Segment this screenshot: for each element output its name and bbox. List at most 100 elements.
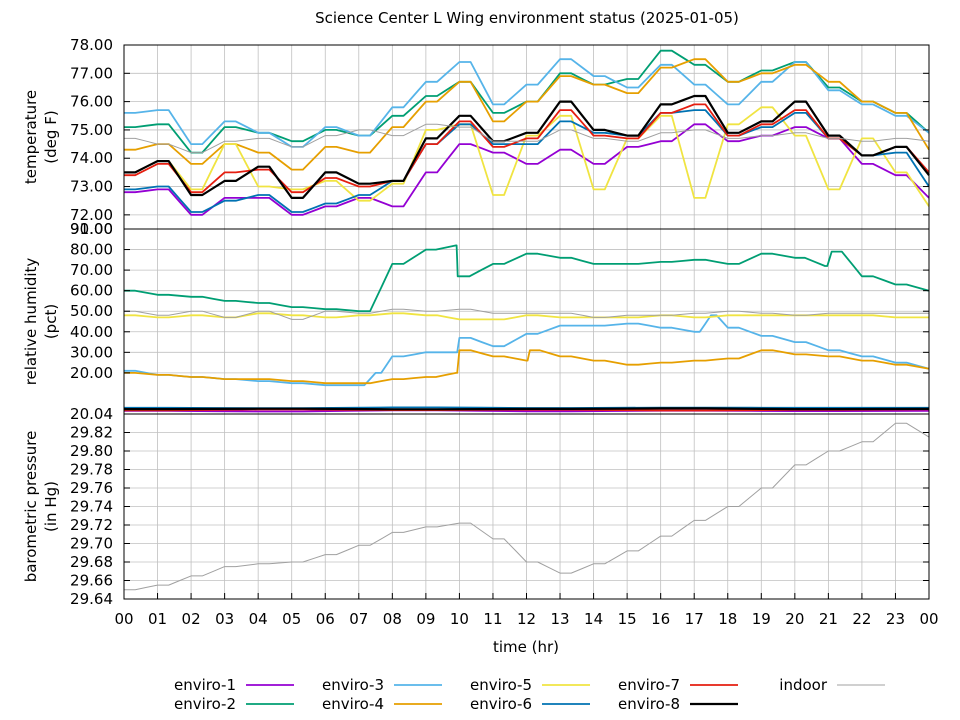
- x-tick-label: 19: [752, 610, 771, 628]
- x-tick-label: 16: [651, 610, 670, 628]
- x-tick-label: 03: [215, 610, 234, 628]
- y-tick-label: 77.00: [70, 64, 113, 82]
- chart-title: Science Center L Wing environment status…: [315, 9, 739, 27]
- legend-label: indoor: [779, 676, 828, 694]
- x-tick-label: 15: [618, 610, 637, 628]
- series-line-temperature-enviro-8: [124, 94, 930, 199]
- x-tick-label: 06: [316, 610, 335, 628]
- y-tick-label: 29.82: [70, 424, 113, 442]
- legend-label: enviro-5: [470, 676, 532, 694]
- series-line-temperature-enviro-4: [124, 58, 930, 171]
- series-line-temperature-enviro-5: [124, 106, 930, 207]
- y-axis-label-line1: relative humidity: [22, 258, 40, 386]
- y-tick-label: 29.70: [70, 535, 113, 553]
- legend-item-enviro-3: enviro-3: [322, 676, 442, 694]
- legend-item-enviro-1: enviro-1: [174, 676, 294, 694]
- legend-label: enviro-7: [618, 676, 680, 694]
- series-line-temperature-enviro-7: [124, 103, 930, 194]
- y-tick-label: 29.74: [70, 498, 113, 516]
- x-tick-label: 12: [517, 610, 536, 628]
- y-tick-label: 70.00: [70, 261, 113, 279]
- series-line-temperature-enviro-6: [124, 109, 930, 213]
- series-line-temperature-enviro-1: [124, 123, 930, 216]
- y-tick-label: 76.00: [70, 93, 113, 111]
- series-line-temperature-indoor: [124, 123, 930, 154]
- legend-item-enviro-8: enviro-8: [618, 695, 738, 713]
- x-tick-label: 18: [718, 610, 737, 628]
- series-group-temperature: [124, 49, 930, 216]
- legend-item-enviro-5: enviro-5: [470, 676, 590, 694]
- series-line-humidity-indoor: [124, 308, 929, 320]
- y-tick-label: 20.00: [70, 364, 113, 382]
- legend-label: enviro-1: [174, 676, 236, 694]
- grid-humidity: [124, 228, 929, 414]
- legend-label: enviro-8: [618, 695, 680, 713]
- y-axis-label-line2: (in Hg): [42, 481, 60, 532]
- y-axis-label-temperature: temperature (deg F): [22, 90, 60, 184]
- legend-label: enviro-2: [174, 695, 236, 713]
- y-tick-label: 72.00: [70, 206, 113, 224]
- y-tick-label: 40.00: [70, 323, 113, 341]
- x-tick-label: 13: [550, 610, 569, 628]
- y-tick-label: 73.00: [70, 178, 113, 196]
- y-tick-labels-humidity: 20.00 30.00 40.00 50.00 60.00 70.00 80.00 90.00…: [70, 220, 929, 423]
- x-tick-label: 05: [282, 610, 301, 628]
- y-tick-label: 75.00: [70, 121, 113, 139]
- series-group-pressure: [124, 422, 930, 591]
- grid-pressure: [124, 414, 929, 600]
- x-tick-label: 20: [785, 610, 804, 628]
- x-tick-label: 09: [416, 610, 435, 628]
- x-tick-label: 10: [450, 610, 469, 628]
- grid-temperature: [124, 44, 929, 229]
- series-group-humidity: [124, 244, 930, 413]
- series-line-humidity-enviro-1: [124, 409, 930, 413]
- x-tick-label: 21: [819, 610, 838, 628]
- y-tick-label: 29.72: [70, 516, 113, 534]
- y-tick-label-overlap: 91.00: [70, 220, 113, 238]
- y-tick-label: 29.76: [70, 479, 113, 497]
- series-line-humidity-enviro-3: [124, 314, 930, 387]
- y-axis-label-line2: (pct): [42, 304, 60, 339]
- y-tick-label-overlap: 20.04: [70, 405, 113, 423]
- y-tick-label: 74.00: [70, 149, 113, 167]
- series-line-humidity-enviro-8: [124, 407, 930, 411]
- y-tick-label: 60.00: [70, 282, 113, 300]
- y-axis-label-line2: (deg F): [42, 110, 60, 163]
- legend-item-enviro-7: enviro-7: [618, 676, 738, 694]
- panel-temperature: 72.00 73.00 74.00 75.00 76.00 77.00 78.00 tempe…: [22, 36, 930, 230]
- series-line-humidity-enviro-4: [124, 349, 930, 385]
- x-axis-label: time (hr): [493, 638, 559, 656]
- y-tick-labels-pressure: 29.6429.6629.6829.7029.7229.7429.7629.78…: [70, 424, 929, 608]
- series-line-humidity-enviro-2: [124, 244, 930, 313]
- legend-item-enviro-2: enviro-2: [174, 695, 294, 713]
- y-tick-label: 29.78: [70, 461, 113, 479]
- y-axis-label-line1: temperature: [22, 90, 40, 184]
- x-tick-label: 11: [483, 610, 502, 628]
- legend-label: enviro-3: [322, 676, 384, 694]
- x-tick-label: 04: [249, 610, 268, 628]
- x-tick-label: 02: [182, 610, 201, 628]
- series-line-temperature-enviro-3: [124, 58, 930, 148]
- panel-humidity: 20.00 30.00 40.00 50.00 60.00 70.00 80.00 90.00…: [22, 220, 930, 423]
- x-tick-label: 00: [919, 610, 938, 628]
- y-axis-label-line1: barometric pressure: [22, 431, 40, 583]
- y-tick-label: 30.00: [70, 343, 113, 361]
- y-tick-label: 78.00: [70, 36, 113, 54]
- x-tick-label: 14: [584, 610, 603, 628]
- y-tick-label: 80.00: [70, 241, 113, 259]
- y-axis-label-humidity: relative humidity (pct): [22, 258, 60, 386]
- x-tick-label: 23: [886, 610, 905, 628]
- legend-item-enviro-4: enviro-4: [322, 695, 442, 713]
- y-tick-label: 29.66: [70, 572, 113, 590]
- y-tick-label: 29.68: [70, 553, 113, 571]
- x-tick-label: 22: [852, 610, 871, 628]
- legend-label: enviro-4: [322, 695, 384, 713]
- legend-label: enviro-6: [470, 695, 532, 713]
- legend-item-indoor: indoor: [779, 676, 885, 694]
- legend-item-enviro-6: enviro-6: [470, 695, 590, 713]
- y-tick-label: 29.64: [70, 590, 113, 608]
- series-line-pressure-indoor: [124, 422, 930, 591]
- panel-pressure: 29.6429.6629.6829.7029.7229.7429.7629.78…: [22, 413, 930, 608]
